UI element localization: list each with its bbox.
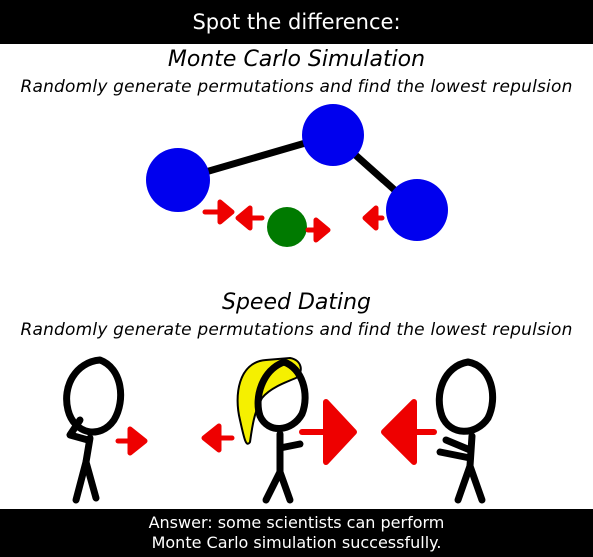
atom-blue-top — [302, 104, 364, 166]
header-title: Spot the difference: — [192, 10, 401, 34]
header-bar: Spot the difference: — [0, 0, 593, 44]
footer-bar: Answer: some scientists can perform Mont… — [0, 509, 593, 557]
speed-dating-title: Speed Dating — [221, 290, 372, 315]
arrow-figure-right — [381, 399, 437, 465]
stick-figure-right — [435, 358, 497, 504]
atom-green — [267, 207, 307, 247]
arrow-left-2 — [362, 205, 385, 231]
arrow-figure-left — [115, 426, 148, 456]
footer-line-1: Answer: some scientists can perform — [148, 513, 445, 532]
atom-blue-right — [386, 179, 448, 241]
stick-figure-middle — [236, 356, 309, 504]
footer-line-2: Monte Carlo simulation successfully. — [151, 533, 442, 552]
arrow-figure-middle-left — [201, 423, 235, 453]
arrow-right-1 — [202, 199, 235, 225]
arrow-figure-middle-right — [299, 399, 357, 465]
arrow-left-1 — [235, 205, 265, 231]
atom-blue-left — [146, 148, 210, 212]
monte-carlo-title: Monte Carlo Simulation — [167, 47, 426, 72]
monte-carlo-subtitle: Randomly generate permutations and find … — [20, 77, 573, 97]
stick-figure-left — [63, 356, 125, 504]
arrow-right-2 — [305, 217, 331, 243]
speed-dating-subtitle: Randomly generate permutations and find … — [20, 320, 573, 340]
